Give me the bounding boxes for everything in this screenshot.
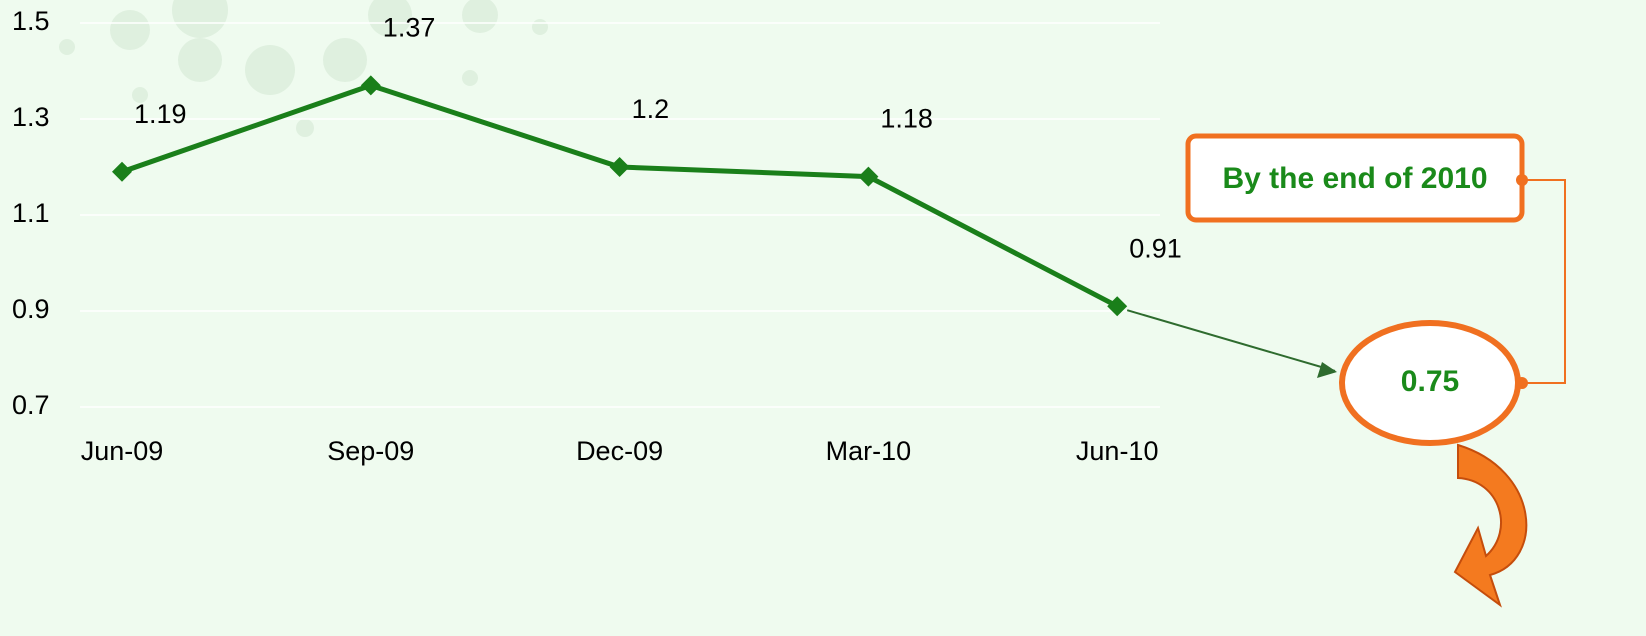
curved-arrow <box>1453 443 1528 608</box>
y-tick-label: 1.3 <box>12 102 50 132</box>
y-tick-label: 0.7 <box>12 390 50 420</box>
marker <box>112 161 132 182</box>
y-tick-label: 1.1 <box>12 198 50 228</box>
x-tick-label: Jun-09 <box>81 436 164 466</box>
marker <box>1107 296 1128 317</box>
connector-dot <box>1516 174 1528 186</box>
connector-dot <box>1516 377 1528 389</box>
arrow-head <box>1317 362 1337 378</box>
x-tick-label: Jun-10 <box>1076 436 1159 466</box>
decoration <box>59 0 548 137</box>
y-tick-label: 0.9 <box>12 294 50 324</box>
callout-label: By the end of 2010 <box>1222 162 1487 195</box>
data-label: 1.19 <box>134 99 187 129</box>
data-label: 0.91 <box>1129 233 1182 263</box>
marker <box>360 75 381 96</box>
projection-arrow <box>1126 309 1336 372</box>
data-label: 1.2 <box>632 94 670 124</box>
data-label: 1.37 <box>383 13 436 43</box>
y-tick-label: 1.5 <box>12 6 50 36</box>
marker <box>858 166 879 187</box>
marker <box>609 157 630 177</box>
x-tick-label: Mar-10 <box>826 436 912 466</box>
connector <box>1522 179 1566 384</box>
x-tick-label: Dec-09 <box>576 436 663 466</box>
x-tick-label: Sep-09 <box>327 436 414 466</box>
projection-value: 0.75 <box>1401 365 1459 398</box>
data-label: 1.18 <box>880 104 933 134</box>
